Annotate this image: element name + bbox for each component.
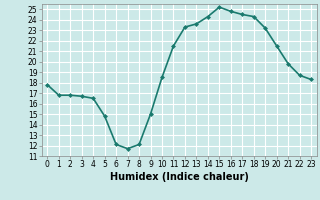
X-axis label: Humidex (Indice chaleur): Humidex (Indice chaleur) bbox=[110, 172, 249, 182]
